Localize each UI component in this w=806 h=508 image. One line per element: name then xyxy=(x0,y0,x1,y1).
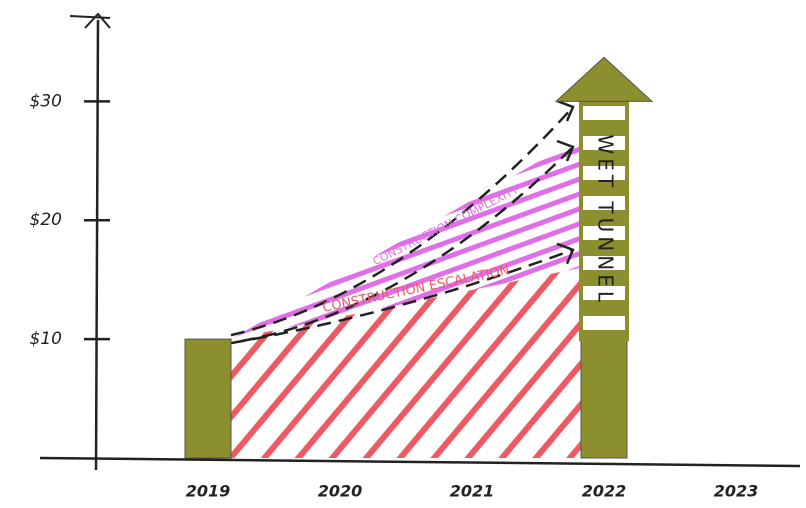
trend-arrow-head xyxy=(556,99,575,122)
bar xyxy=(184,338,232,459)
x-axis xyxy=(39,456,801,468)
y-tick-label: $30 xyxy=(30,91,62,111)
trend-arrow-head xyxy=(556,242,575,265)
x-tick-label: 2022 xyxy=(582,482,627,501)
stack-segment xyxy=(579,99,629,342)
escalation-area xyxy=(231,267,581,458)
trend-arrow xyxy=(230,106,574,337)
y-axis-arrow xyxy=(69,12,111,29)
x-tick-label: 2023 xyxy=(714,482,759,501)
complexity-band xyxy=(231,137,581,340)
stack-label: WET TUNNEL xyxy=(594,134,618,306)
trend-arrow xyxy=(230,248,574,345)
trend-arrow xyxy=(240,146,574,343)
trend-arrow-head xyxy=(556,139,575,162)
bar xyxy=(580,338,628,459)
y-tick-label: $20 xyxy=(30,210,62,230)
y-tick-label: $10 xyxy=(30,329,62,349)
y-axis xyxy=(94,19,100,471)
x-tick-label: 2021 xyxy=(450,482,495,501)
x-tick-label: 2020 xyxy=(318,482,363,501)
arrow-head xyxy=(554,56,654,102)
x-tick-label: 2019 xyxy=(186,482,231,501)
